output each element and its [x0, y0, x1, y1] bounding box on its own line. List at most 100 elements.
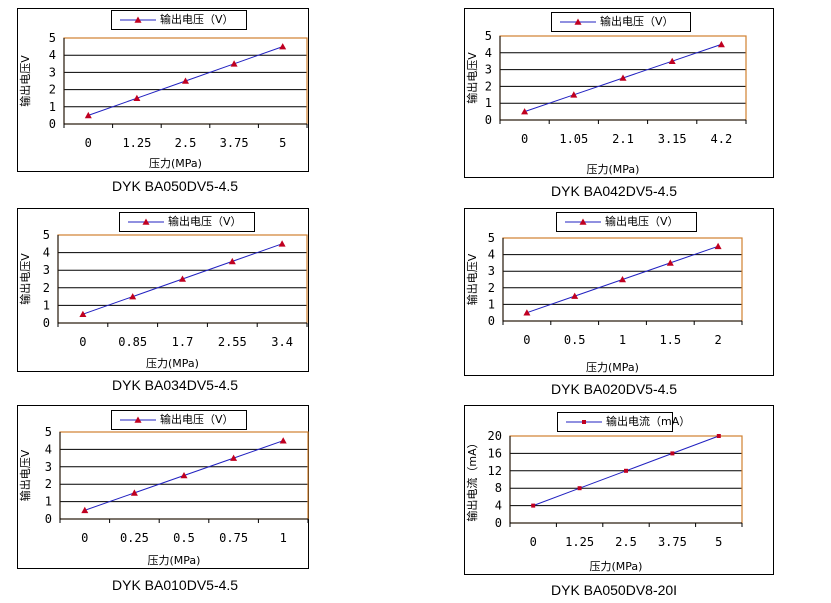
legend-marker-icon [128, 218, 164, 225]
y-tick-label: 0 [43, 316, 50, 330]
y-tick-label: 0 [485, 113, 492, 127]
x-tick-label: 2.1 [612, 132, 634, 146]
y-tick-label: 12 [488, 464, 502, 478]
data-point [279, 437, 287, 444]
y-tick-label: 1 [45, 495, 52, 509]
y-tick-label: 16 [488, 446, 502, 460]
x-tick-label: 3.75 [220, 136, 249, 150]
x-axis-title: 压力(MPa) [146, 357, 199, 370]
data-point [714, 242, 722, 250]
x-tick-label: 1.5 [659, 333, 681, 347]
y-tick-label: 0 [495, 516, 502, 530]
x-tick-label: 0.75 [219, 531, 248, 545]
data-point [716, 434, 721, 438]
legend-label: 输出电压（V） [600, 15, 674, 28]
y-tick-label: 2 [485, 79, 492, 93]
legend-label: 输出电压（V） [160, 413, 234, 426]
legend: 输出电压（V） [111, 410, 247, 430]
chart-caption: DYK BA050DV5-4.5 [112, 178, 239, 194]
x-axis-title: 压力(MPa) [586, 361, 639, 374]
legend: 输出电压（V） [119, 212, 255, 232]
data-point [717, 40, 725, 48]
x-axis-title: 压力(MPa) [148, 554, 201, 567]
x-tick-label: 1.05 [559, 132, 588, 146]
x-tick-label: 0 [85, 136, 92, 150]
x-tick-label: 4.2 [711, 132, 733, 146]
data-point [129, 293, 137, 300]
legend-marker-icon [120, 416, 156, 423]
y-tick-label: 5 [485, 29, 492, 43]
data-point [571, 292, 579, 299]
y-tick-label: 20 [488, 429, 502, 443]
x-tick-label: 1.25 [122, 136, 151, 150]
y-axis-title: 输出电压V [18, 55, 32, 107]
y-axis-title: 输出电压V [18, 449, 32, 501]
data-point [523, 309, 531, 316]
chart-area [464, 405, 774, 575]
x-tick-label: 5 [715, 535, 722, 549]
x-tick-label: 2.5 [175, 136, 197, 150]
data-point [179, 275, 186, 282]
y-tick-label: 3 [49, 65, 56, 79]
chart-area [464, 208, 774, 376]
x-tick-label: 0 [521, 132, 528, 146]
x-tick-label: 0.25 [120, 531, 149, 545]
x-tick-label: 0 [81, 531, 88, 545]
y-axis-title: 输出电压V [465, 253, 479, 305]
y-tick-label: 4 [45, 442, 52, 456]
y-tick-label: 0 [488, 314, 495, 328]
legend-marker-icon [120, 16, 156, 23]
y-tick-label: 0 [49, 117, 56, 131]
data-point [279, 43, 287, 50]
x-tick-label: 2.5 [615, 535, 637, 549]
chart-caption: DYK BA050DV8-20I [551, 582, 678, 598]
data-point [79, 310, 87, 317]
x-axis-title: 压力(MPa) [587, 163, 640, 176]
data-point [84, 111, 92, 119]
legend-marker-icon [565, 218, 601, 225]
data-point [619, 276, 626, 283]
y-tick-label: 1 [485, 96, 492, 110]
data-point [81, 506, 89, 514]
y-tick-label: 5 [488, 231, 495, 245]
data-point [624, 468, 628, 473]
data-point [531, 503, 536, 508]
y-axis-title: 输出电压V [465, 52, 479, 104]
legend-marker-icon [566, 420, 602, 424]
x-tick-label: 0.5 [173, 531, 195, 545]
y-tick-label: 5 [43, 228, 50, 242]
y-tick-label: 4 [485, 46, 492, 60]
plot-frame [509, 435, 743, 524]
legend: 输出电压（V） [556, 212, 697, 232]
data-point [278, 240, 286, 247]
y-tick-label: 2 [49, 83, 56, 97]
x-tick-label: 0.85 [118, 335, 147, 349]
y-tick-label: 1 [43, 298, 50, 312]
y-tick-label: 1 [488, 297, 495, 311]
y-tick-label: 2 [488, 281, 495, 295]
x-tick-label: 2 [714, 333, 721, 347]
legend: 输出电压（V） [551, 12, 691, 32]
x-tick-label: 1.7 [172, 335, 194, 349]
x-axis-title: 压力(MPa) [590, 560, 643, 573]
x-tick-label: 1 [280, 531, 287, 545]
y-tick-label: 3 [45, 460, 52, 474]
x-tick-label: 5 [279, 136, 286, 150]
legend-marker-icon [560, 18, 596, 25]
x-tick-label: 1 [619, 333, 626, 347]
y-tick-label: 2 [43, 281, 50, 295]
legend-label: 输出电压（V） [160, 13, 234, 26]
x-tick-label: 3.15 [658, 132, 687, 146]
legend-label: 输出电流（mA） [606, 415, 691, 428]
legend: 输出电流（mA） [557, 412, 690, 432]
y-tick-label: 0 [45, 512, 52, 526]
x-tick-label: 2.55 [218, 335, 247, 349]
y-tick-label: 2 [45, 477, 52, 491]
chart-caption: DYK BA020DV5-4.5 [551, 381, 678, 397]
data-point [130, 489, 138, 496]
y-tick-label: 4 [49, 48, 56, 62]
